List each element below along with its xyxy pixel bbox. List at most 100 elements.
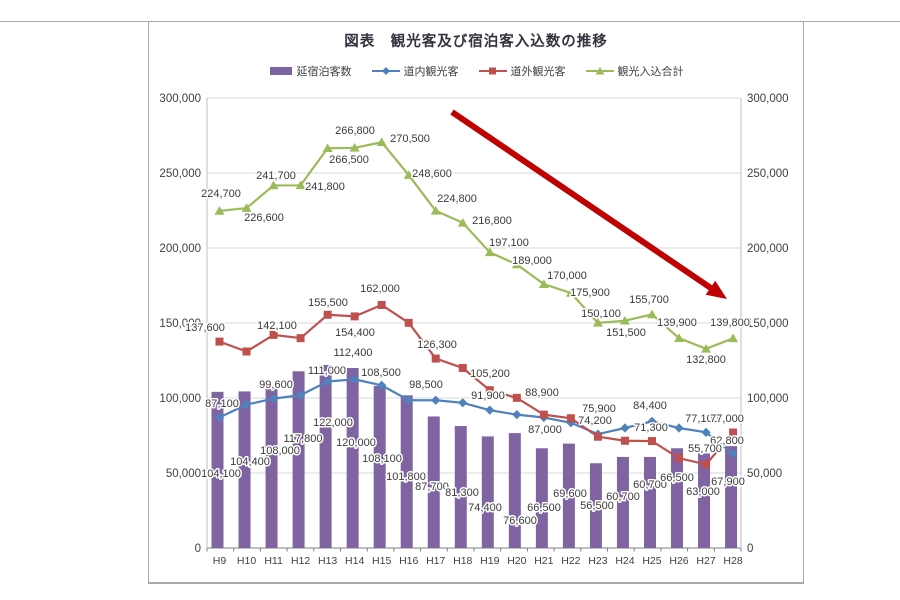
x-tick-label: H13 [318, 555, 337, 567]
data-label: 108,000 [260, 445, 300, 457]
triangle-marker-H21 [538, 279, 549, 288]
data-label: 226,600 [244, 212, 284, 224]
data-label: 224,700 [201, 188, 241, 200]
x-tick-label: H18 [453, 555, 472, 567]
triangle-marker-H9 [214, 206, 225, 215]
diamond-marker-H18 [458, 398, 468, 408]
x-tick-label: H22 [561, 555, 580, 567]
y-tick-label-right: 250,000 [747, 168, 789, 180]
data-label: 74,200 [578, 415, 612, 427]
x-tick-label: H14 [345, 555, 364, 567]
x-tick-label: H19 [480, 555, 499, 567]
legend-label: 道内観光客 [403, 66, 459, 78]
data-label: 248,600 [412, 168, 452, 180]
line-triangle [219, 141, 734, 350]
data-label: 66,500 [527, 502, 561, 514]
data-label: 101,800 [386, 471, 426, 483]
bar-H22 [562, 443, 575, 548]
y-tick-label-left: 150,000 [159, 318, 201, 330]
legend-item-total-visitors: 観光入込合計 [585, 63, 684, 79]
legend-label: 道外観光客 [510, 66, 566, 78]
data-label: 162,000 [360, 283, 400, 295]
legend-label: 観光入込合計 [617, 66, 684, 78]
y-tick-label-right: 50,000 [747, 468, 782, 480]
y-tick-label-right: 150,000 [747, 318, 789, 330]
square-marker-H11 [269, 330, 278, 339]
triangle-marker-H12 [295, 180, 306, 190]
diamond-marker-H12 [295, 390, 306, 400]
x-tick-label: H27 [696, 555, 715, 567]
square-marker-H13 [323, 310, 332, 319]
triangle-marker-H18 [457, 218, 468, 227]
square-marker-H10 [242, 347, 251, 356]
chart-frame: 図表 観光客及び宿泊客入込数の推移 延宿泊客数 道内観光客 道外観光客 観光入込… [148, 21, 804, 584]
x-tick-label: H21 [534, 555, 553, 567]
data-label: 87,000 [528, 424, 562, 436]
data-label: 77,000 [710, 413, 744, 425]
bar-H23 [589, 463, 602, 548]
data-label: 126,300 [417, 339, 457, 351]
data-label: 87,700 [415, 481, 449, 493]
bar-H24 [616, 456, 629, 548]
legend-item-outside-hokkaido: 道外観光客 [478, 63, 566, 79]
data-label: 142,100 [257, 320, 297, 332]
triangle-marker-H14 [349, 143, 360, 152]
square-marker-H18 [458, 364, 467, 372]
data-label: 154,400 [335, 327, 375, 339]
data-label: 105,200 [470, 368, 510, 380]
x-tick-label: H25 [642, 555, 661, 567]
data-label: 266,800 [335, 125, 375, 137]
y-tick-label-right: 0 [747, 543, 753, 555]
square-marker-H25 [647, 437, 656, 446]
y-tick-label-right: 200,000 [747, 243, 789, 255]
diamond-marker-H28 [728, 449, 738, 459]
triangle-marker-H25 [646, 309, 657, 319]
trend-arrow-shaft [450, 109, 718, 294]
data-label: 91,900 [471, 390, 505, 402]
data-label: 224,800 [437, 193, 477, 205]
diamond-marker-H17 [431, 395, 441, 405]
bar-H14 [346, 368, 359, 548]
bar-swatch-icon [269, 67, 292, 75]
triangle-marker-H17 [430, 206, 441, 215]
bar-H12 [292, 371, 305, 548]
x-tick-label: H16 [399, 555, 418, 567]
data-label: 69,600 [553, 488, 587, 500]
x-tick-label: H28 [723, 555, 742, 567]
square-marker-H19 [485, 386, 494, 395]
x-tick-label: H15 [372, 555, 391, 567]
triangle-marker-H28 [728, 333, 739, 343]
square-marker-H9 [215, 337, 224, 346]
y-tick-label-left: 0 [195, 543, 201, 555]
square-marker-H23 [593, 432, 602, 441]
page-top-rule [0, 21, 900, 22]
y-tick-label-left: 200,000 [159, 243, 201, 255]
y-tick-label-right: 100,000 [747, 393, 789, 405]
square-marker-H16 [404, 318, 413, 327]
data-label: 88,900 [525, 387, 559, 399]
data-label: 137,600 [185, 322, 225, 334]
square-marker-H14 [350, 312, 359, 321]
data-label: 76,600 [503, 515, 537, 527]
x-tick-label: H10 [237, 555, 256, 567]
bar-H20 [508, 433, 521, 548]
y-tick-label-right: 300,000 [747, 93, 789, 105]
diamond-marker-H14 [350, 374, 360, 384]
x-tick-label: H17 [426, 555, 445, 567]
bar-H11 [265, 386, 278, 548]
data-label: 63,000 [686, 486, 720, 498]
data-label: 87,100 [205, 398, 239, 410]
data-label: 155,700 [629, 294, 669, 306]
diamond-marker-H19 [485, 405, 495, 415]
data-label: 117,800 [284, 433, 323, 445]
bar-H15 [373, 385, 386, 548]
data-label: 122,000 [313, 417, 353, 429]
diamond-line-swatch-icon [371, 67, 400, 75]
y-tick-label-left: 100,000 [159, 393, 201, 405]
x-tick-label: H20 [507, 555, 526, 567]
x-tick-label: H12 [291, 555, 310, 567]
bar-H27 [698, 453, 711, 548]
chart-legend: 延宿泊客数 道内観光客 道外観光客 観光入込合計 [149, 63, 803, 79]
square-marker-H17 [431, 354, 440, 363]
data-label: 266,500 [329, 154, 369, 166]
